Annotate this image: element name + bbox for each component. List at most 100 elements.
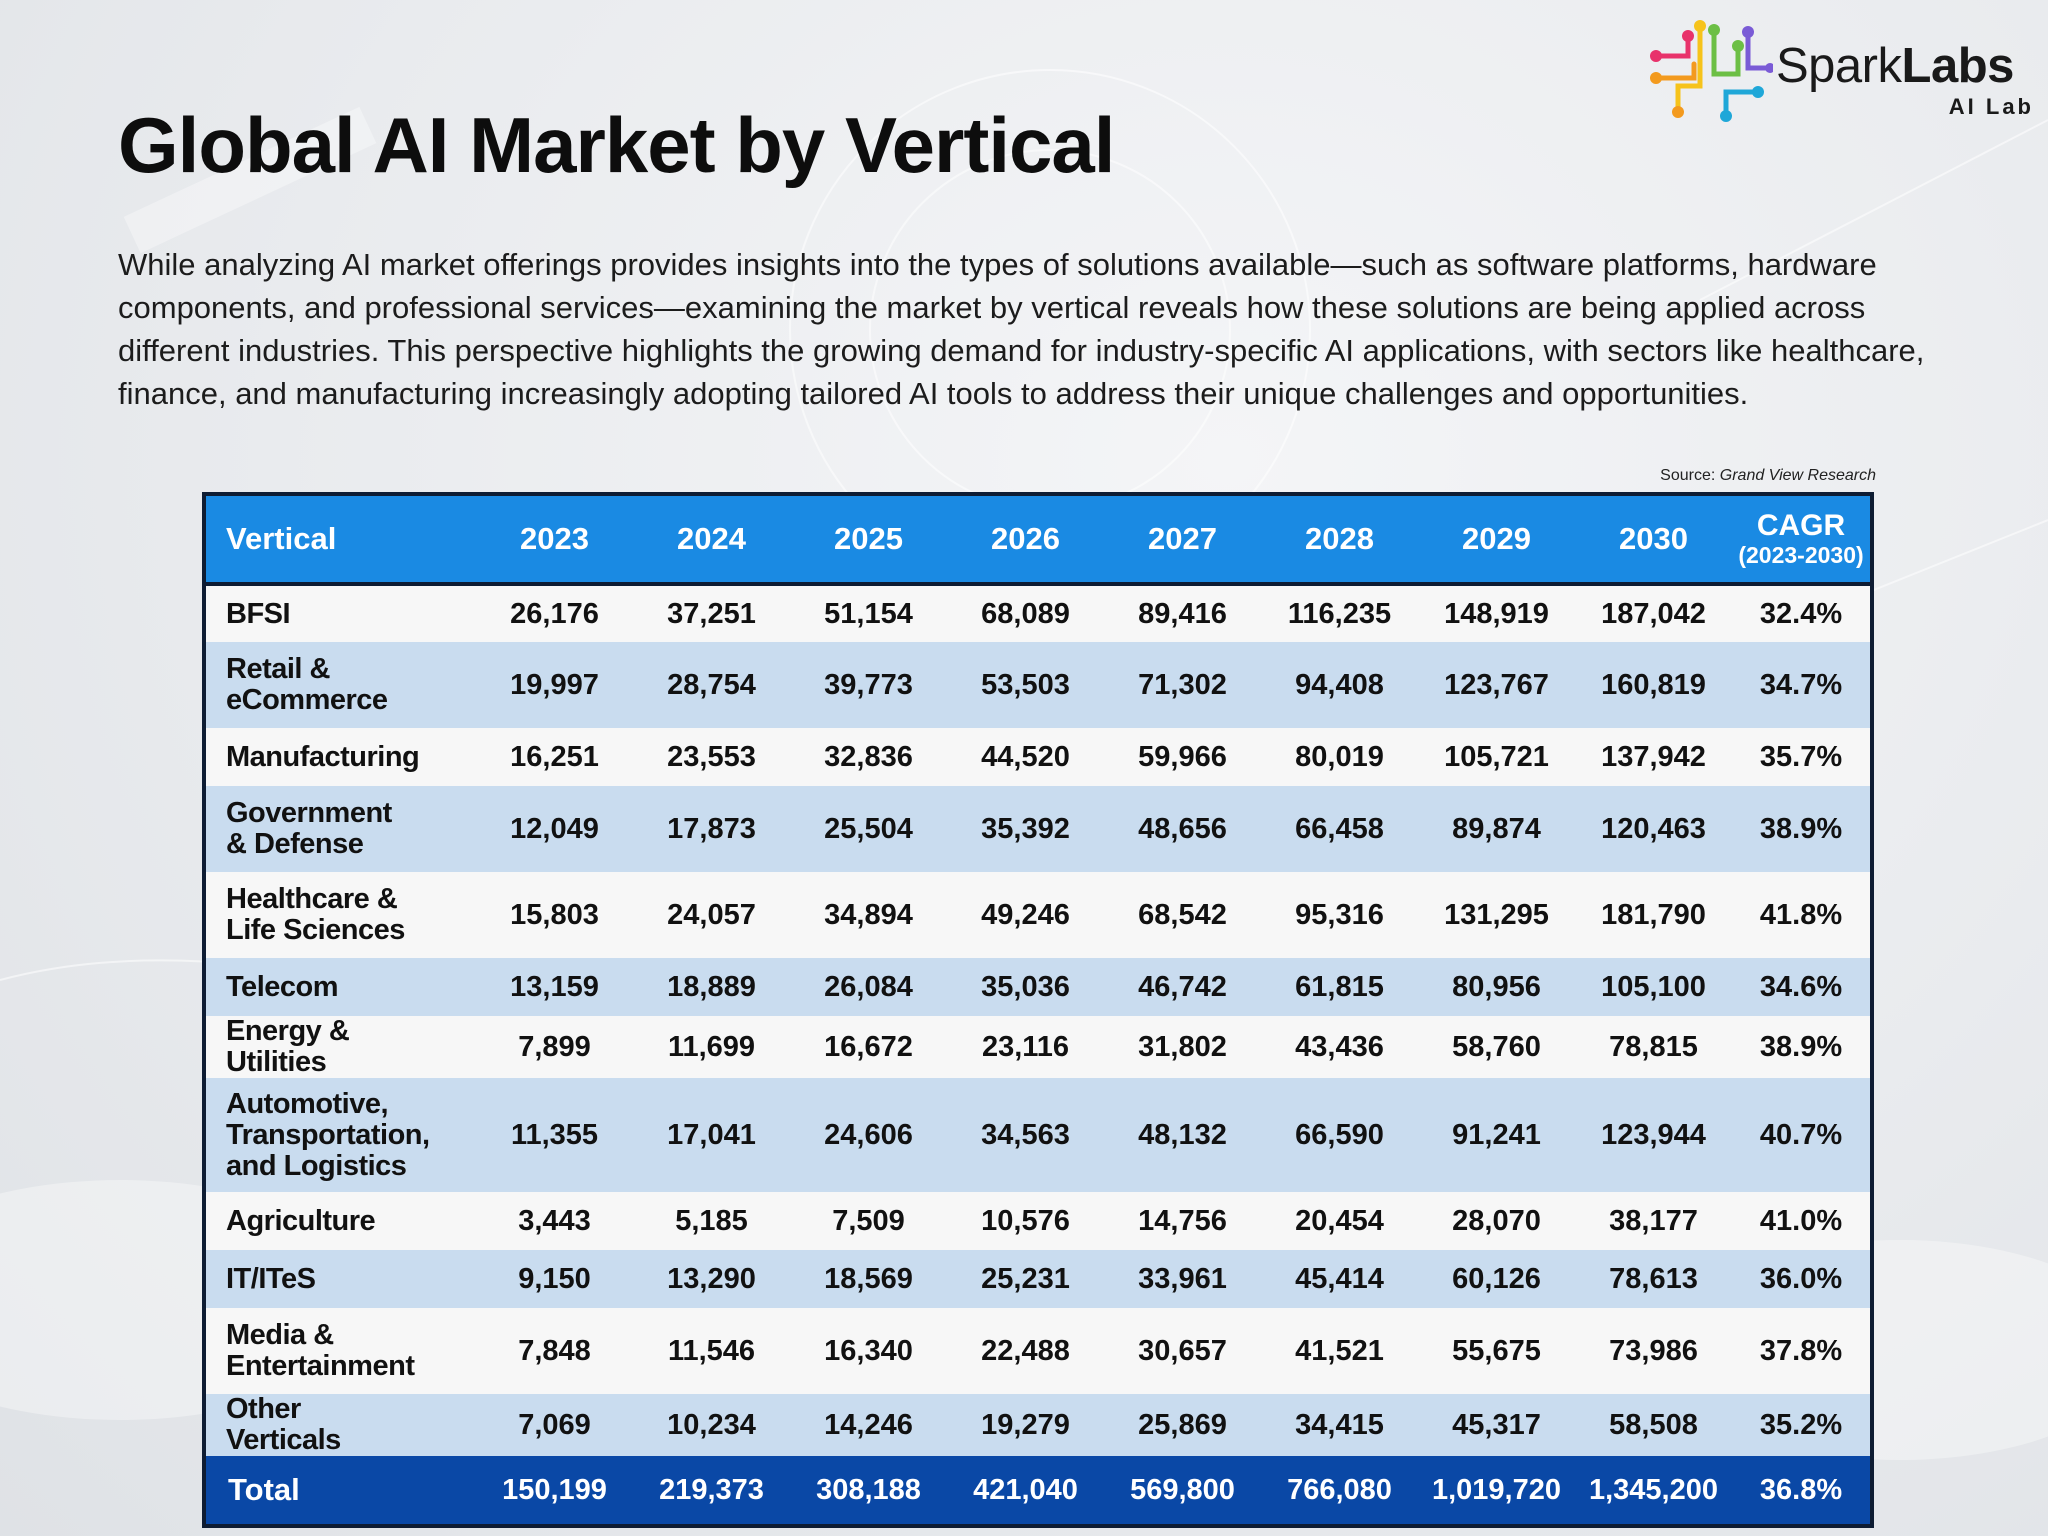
header-vertical: Vertical — [206, 496, 476, 586]
cell-value: 58,508 — [1575, 1394, 1732, 1456]
cell-value: 14,246 — [790, 1394, 947, 1456]
cell-value: 80,956 — [1418, 958, 1575, 1016]
cell-value: 148,919 — [1418, 584, 1575, 642]
cell-value: 12,049 — [476, 786, 633, 872]
cell-value: 95,316 — [1261, 872, 1418, 958]
cell-value: 31,802 — [1104, 1016, 1261, 1078]
cell-value: 58,760 — [1418, 1016, 1575, 1078]
cell-value: 10,234 — [633, 1394, 790, 1456]
cell-vertical: Retail & eCommerce — [206, 642, 476, 728]
cell-value: 7,848 — [476, 1308, 633, 1394]
cell-value: 17,873 — [633, 786, 790, 872]
table-header-row: Vertical 2023 2024 2025 2026 2027 2028 2… — [206, 496, 1870, 586]
table-row: Manufacturing 16,251 23,553 32,836 44,520 59,… — [206, 728, 1870, 786]
header-year: 2026 — [947, 496, 1104, 586]
header-year: 2027 — [1104, 496, 1261, 586]
cell-value: 11,546 — [633, 1308, 790, 1394]
cell-cagr: 35.7% — [1732, 728, 1870, 786]
total-value: 308,188 — [790, 1456, 947, 1524]
cell-cagr: 34.7% — [1732, 642, 1870, 728]
cell-value: 71,302 — [1104, 642, 1261, 728]
source-note: Source: Grand View Research — [1660, 467, 1876, 485]
cell-value: 11,699 — [633, 1016, 790, 1078]
table-row: Retail & eCommerce 19,997 28,754 39,773 53,5… — [206, 642, 1870, 728]
cell-value: 18,889 — [633, 958, 790, 1016]
cell-value: 10,576 — [947, 1192, 1104, 1250]
cell-value: 46,742 — [1104, 958, 1261, 1016]
cell-value: 24,606 — [790, 1078, 947, 1192]
cell-value: 34,894 — [790, 872, 947, 958]
cell-value: 19,279 — [947, 1394, 1104, 1456]
intro-paragraph: While analyzing AI market offerings prov… — [118, 247, 1925, 411]
cell-value: 38,177 — [1575, 1192, 1732, 1250]
cell-vertical: Media & Entertainment — [206, 1308, 476, 1394]
logo-subtitle: AI Lab — [1948, 94, 2034, 119]
total-label: Total — [206, 1456, 476, 1524]
cell-value: 60,126 — [1418, 1250, 1575, 1308]
cell-value: 49,246 — [947, 872, 1104, 958]
cell-value: 18,569 — [790, 1250, 947, 1308]
table-total-row: Total 150,199 219,373 308,188 421,040 56… — [206, 1456, 1870, 1524]
cell-cagr: 40.7% — [1732, 1078, 1870, 1192]
cell-value: 160,819 — [1575, 642, 1732, 728]
cell-value: 28,070 — [1418, 1192, 1575, 1250]
cell-value: 25,869 — [1104, 1394, 1261, 1456]
cell-value: 94,408 — [1261, 642, 1418, 728]
total-cagr: 36.8% — [1732, 1456, 1870, 1524]
cell-value: 25,504 — [790, 786, 947, 872]
cell-vertical: BFSI — [206, 584, 476, 642]
cell-value: 43,436 — [1261, 1016, 1418, 1078]
cell-value: 68,542 — [1104, 872, 1261, 958]
cell-value: 13,159 — [476, 958, 633, 1016]
cell-value: 14,756 — [1104, 1192, 1261, 1250]
sparklabs-logo: SparkLabs AI Lab — [1648, 16, 2048, 128]
table-row: Agriculture 3,443 5,185 7,509 10,576 14,756 20… — [206, 1192, 1870, 1250]
table-row: Telecom 13,159 18,889 26,084 35,036 46,742 61,… — [206, 958, 1870, 1016]
header-year: 2024 — [633, 496, 790, 586]
cell-value: 16,340 — [790, 1308, 947, 1394]
cell-vertical: Agriculture — [206, 1192, 476, 1250]
header-year: 2025 — [790, 496, 947, 586]
header-cagr: CAGR (2023-2030) — [1732, 496, 1870, 586]
cell-value: 39,773 — [790, 642, 947, 728]
table-row: BFSI 26,176 37,251 51,154 68,089 89,416 116,23… — [206, 584, 1870, 642]
source-name: Grand View Research — [1719, 467, 1876, 484]
header-year: 2030 — [1575, 496, 1732, 586]
cell-value: 23,116 — [947, 1016, 1104, 1078]
cell-value: 16,672 — [790, 1016, 947, 1078]
cell-value: 181,790 — [1575, 872, 1732, 958]
cell-value: 9,150 — [476, 1250, 633, 1308]
header-year: 2029 — [1418, 496, 1575, 586]
cell-value: 5,185 — [633, 1192, 790, 1250]
cell-value: 48,132 — [1104, 1078, 1261, 1192]
cell-value: 66,590 — [1261, 1078, 1418, 1192]
cell-cagr: 38.9% — [1732, 786, 1870, 872]
cell-value: 78,613 — [1575, 1250, 1732, 1308]
cell-value: 187,042 — [1575, 584, 1732, 642]
cell-value: 51,154 — [790, 584, 947, 642]
cell-value: 20,454 — [1261, 1192, 1418, 1250]
cell-value: 137,942 — [1575, 728, 1732, 786]
cell-value: 3,443 — [476, 1192, 633, 1250]
cell-value: 34,415 — [1261, 1394, 1418, 1456]
cell-value: 55,675 — [1418, 1308, 1575, 1394]
cell-cagr: 37.8% — [1732, 1308, 1870, 1394]
total-value: 421,040 — [947, 1456, 1104, 1524]
page-title: Global AI Market by Vertical — [118, 101, 1115, 189]
cell-value: 16,251 — [476, 728, 633, 786]
table-row: Other Verticals 7,069 10,234 14,246 19,279 25… — [206, 1394, 1870, 1456]
total-value: 1,345,200 — [1575, 1456, 1732, 1524]
cell-value: 32,836 — [790, 728, 947, 786]
cell-value: 116,235 — [1261, 584, 1418, 642]
cell-value: 66,458 — [1261, 786, 1418, 872]
cell-cagr: 41.8% — [1732, 872, 1870, 958]
cell-value: 91,241 — [1418, 1078, 1575, 1192]
cell-vertical: Healthcare & Life Sciences — [206, 872, 476, 958]
cell-value: 41,521 — [1261, 1308, 1418, 1394]
cell-value: 7,899 — [476, 1016, 633, 1078]
cell-vertical: Automotive, Transportation, and Logistic… — [206, 1078, 476, 1192]
cell-vertical: Other Verticals — [206, 1394, 476, 1456]
cell-cagr: 38.9% — [1732, 1016, 1870, 1078]
cell-value: 37,251 — [633, 584, 790, 642]
cell-value: 26,084 — [790, 958, 947, 1016]
